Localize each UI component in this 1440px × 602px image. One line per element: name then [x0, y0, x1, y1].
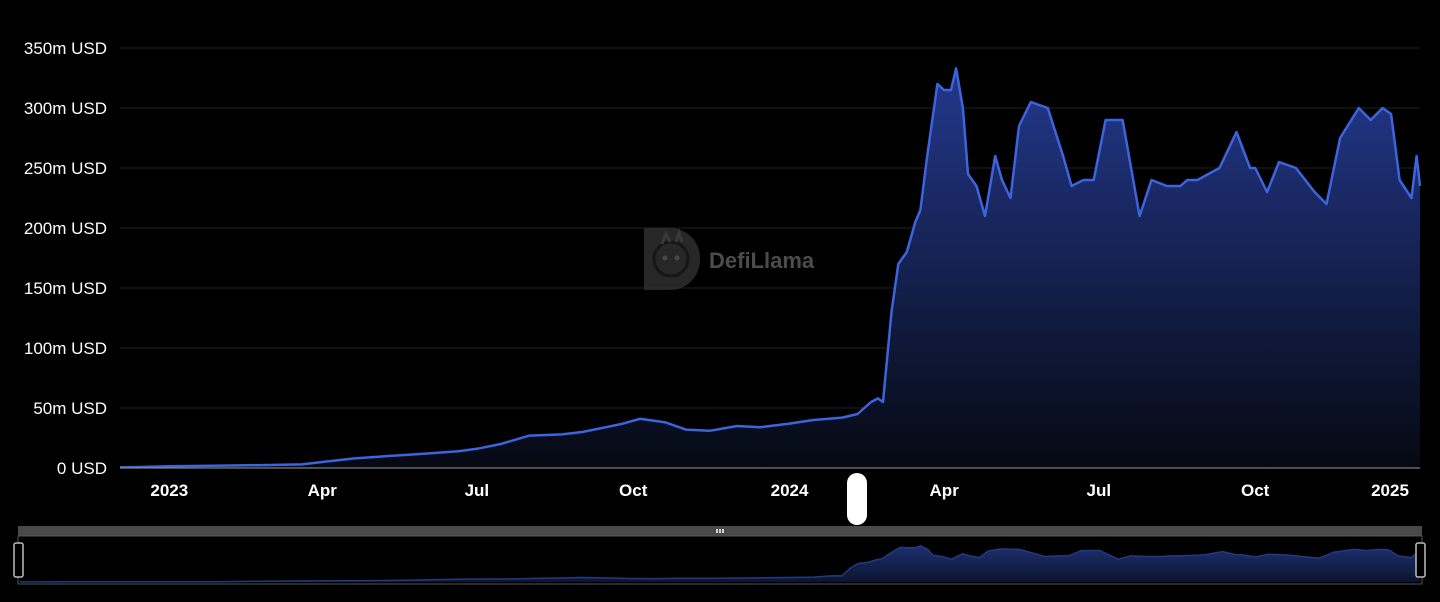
x-tick-label: Jul — [465, 481, 490, 500]
y-tick-label: 300m USD — [24, 99, 107, 118]
range-grip-icon — [716, 529, 724, 533]
y-tick-label: 100m USD — [24, 339, 107, 358]
overview-area — [20, 545, 1420, 582]
x-tick-label: Oct — [1241, 481, 1270, 500]
x-tick-label: 2025 — [1371, 481, 1409, 500]
zoom-handle-left[interactable] — [13, 542, 24, 578]
x-axis: 2023 Apr Jul Oct 2024 Apr Jul Oct 2025 — [150, 481, 1409, 500]
x-tick-label: Jul — [1087, 481, 1112, 500]
x-tick-label: 2024 — [771, 481, 809, 500]
y-tick-label: 350m USD — [24, 39, 107, 58]
x-tick-label: 2023 — [150, 481, 188, 500]
y-tick-label: 0 USD — [57, 459, 107, 478]
zoom-scrubber-handle[interactable] — [847, 473, 867, 525]
x-tick-label: Apr — [308, 481, 338, 500]
watermark: DefiLlama — [644, 228, 815, 290]
tvl-area — [120, 68, 1420, 469]
y-axis: 0 USD 50m USD 100m USD 150m USD 200m USD 250m… — [24, 39, 107, 478]
y-tick-label: 200m USD — [24, 219, 107, 238]
grid-lines — [120, 47, 1420, 409]
tvl-line — [119, 67, 1422, 469]
zoom-handle-right[interactable] — [1415, 542, 1426, 578]
overview-line — [20, 544, 1421, 583]
zoom-navigator[interactable] — [13, 526, 1426, 585]
x-tick-label: Oct — [619, 481, 648, 500]
y-tick-label: 50m USD — [33, 399, 107, 418]
llama-logo-icon — [644, 228, 700, 290]
watermark-text: DefiLlama — [709, 248, 815, 273]
y-tick-label: 150m USD — [24, 279, 107, 298]
y-tick-label: 250m USD — [24, 159, 107, 178]
x-tick-label: Apr — [930, 481, 960, 500]
